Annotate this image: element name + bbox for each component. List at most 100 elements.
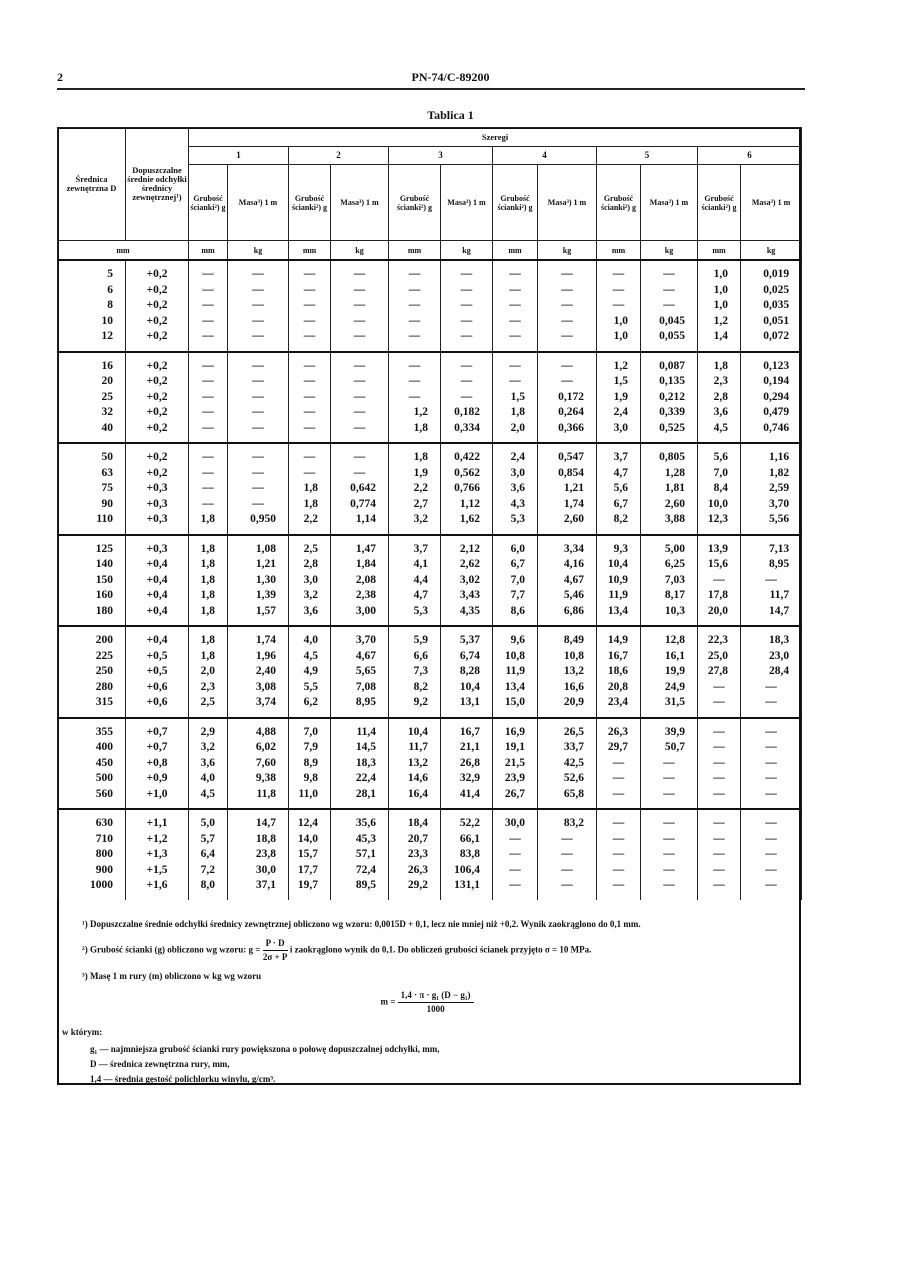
table-row: 63 +0,2— — — —1,9 0,562 3,0 0,854 4,7 1,28 7,0 1,82 [57,465,803,481]
diameter-cell: 180 [57,603,126,626]
where-label: w którym: [62,1027,103,1037]
tolerance-cell: +0,2 [125,298,189,314]
table-row: 200 +0,4 1,8 1,74 4,0 3,70 5,9 5,37 9,6 8,49 14,9 1… [57,625,803,649]
thickness-cell: 1,0 [697,282,741,298]
thickness-cell: — [288,350,331,374]
wall-thickness-fraction: P · D 2σ + P [262,937,288,964]
tolerance-cell: +0,2 [125,282,189,298]
diameter-cell: 150 [57,572,126,588]
thickness-cell: 13,9 [697,533,741,557]
tolerance-cell: +0,4 [125,603,189,626]
mass-cell: 0,182 [440,405,493,421]
tolerance-cell: +0,3 [125,533,189,557]
tolerance-cell: +0,2 [125,350,189,374]
mass-cell: 2,38 [330,588,389,604]
unit-kg: kg [537,240,597,261]
mass-cell: 23,0 [739,648,803,664]
thickness-cell: 16,4 [388,786,441,809]
thickness-cell: 1,8 [188,588,228,604]
diameter-cell: 200 [57,625,126,649]
mass-cell: — [330,282,389,298]
thickness-cell: — [492,259,538,283]
thickness-cell: 8,2 [596,512,641,535]
thickness-cell: — [492,298,538,314]
mass-cell: 1,08 [227,533,289,557]
mass-cell: — [640,831,698,847]
thickness-cell: — [492,831,538,847]
mass-cell: 0,950 [227,512,289,535]
thickness-cell: 5,3 [388,603,441,626]
mass-cell: 12,8 [640,625,698,649]
mass-cell: 1,57 [227,603,289,626]
thickness-cell: 6,7 [492,557,538,573]
mass-cell: — [227,298,289,314]
thickness-cell: 2,2 [288,512,331,535]
diameter-cell: 16 [57,350,126,374]
thickness-cell: — [697,679,741,695]
mass-cell: 23,8 [227,847,289,863]
diameter-cell: 630 [57,808,126,832]
table-row: 10 +0,2— — — — — — — —1,0 0,045 1,2 0,051 [57,313,803,329]
thickness-cell: — [596,878,641,900]
tolerance-cell: +1,5 [125,862,189,878]
thickness-cell: — [188,465,228,481]
diameter-cell: 5 [57,259,126,283]
thickness-cell: — [492,282,538,298]
mass-cell: 1,84 [330,557,389,573]
thickness-cell: 25,0 [697,648,741,664]
diameter-cell: 50 [57,442,126,466]
diameter-cell: 900 [57,862,126,878]
thickness-cell: — [388,298,441,314]
thickness-cell: — [288,405,331,421]
thickness-cell: 19,7 [288,878,331,900]
footnote-2: ²) Grubość ścianki (g) obliczono wg wzor… [82,937,792,964]
mass-cell: 1,81 [640,481,698,497]
diameter-cell: 560 [57,786,126,809]
diameter-cell: 90 [57,496,126,512]
mass-cell: 30,0 [227,862,289,878]
thickness-cell: 30,0 [492,808,538,832]
legend-item: g₁ — najmniejsza grubość ścianki rury po… [90,1044,440,1054]
thickness-cell: 10,4 [388,716,441,740]
mass-cell: 5,46 [537,588,597,604]
mass-cell: — [537,878,597,900]
mass-cell: — [227,329,289,352]
thickness-cell: 3,7 [596,442,641,466]
mass-cell: 22,4 [330,771,389,787]
mass-cell: 21,1 [440,740,493,756]
mass-cell: 8,28 [440,664,493,680]
thickness-cell: 11,9 [596,588,641,604]
mass-cell: 18,3 [330,755,389,771]
diameter-cell: 40 [57,420,126,443]
unit-mm: mm [288,240,331,261]
mass-cell: — [440,329,493,352]
thickness-cell: — [388,259,441,283]
mass-cell: 1,96 [227,648,289,664]
mass-cell: — [537,282,597,298]
header-rule [57,88,805,90]
diameter-cell: 12 [57,329,126,352]
mass-cell: — [330,298,389,314]
tolerance-cell: +1,1 [125,808,189,832]
thickness-cell: 7,3 [388,664,441,680]
mass-cell: 35,6 [330,808,389,832]
thickness-cell: 23,3 [388,847,441,863]
tolerance-cell: +0,4 [125,625,189,649]
mass-cell: 131,1 [440,878,493,900]
thickness-cell: 1,8 [188,533,228,557]
pipe-dimensions-table: Średnica zewnętrzna D Dopuszczalne średn… [57,127,803,900]
mass-cell: — [640,259,698,283]
thickness-cell: — [492,847,538,863]
unit-mm: mm [188,240,228,261]
thickness-cell: 3,0 [492,465,538,481]
fraction-numerator: P · D [262,937,288,951]
mass-cell: 5,56 [739,512,803,535]
thickness-cell: — [492,878,538,900]
thickness-cell: 5,9 [388,625,441,649]
thickness-cell: 2,2 [388,481,441,497]
mass-cell: — [227,350,289,374]
thickness-cell: 4,5 [697,420,741,443]
thickness-cell: 12,4 [288,808,331,832]
diameter-cell: 32 [57,405,126,421]
diameter-cell: 20 [57,374,126,390]
